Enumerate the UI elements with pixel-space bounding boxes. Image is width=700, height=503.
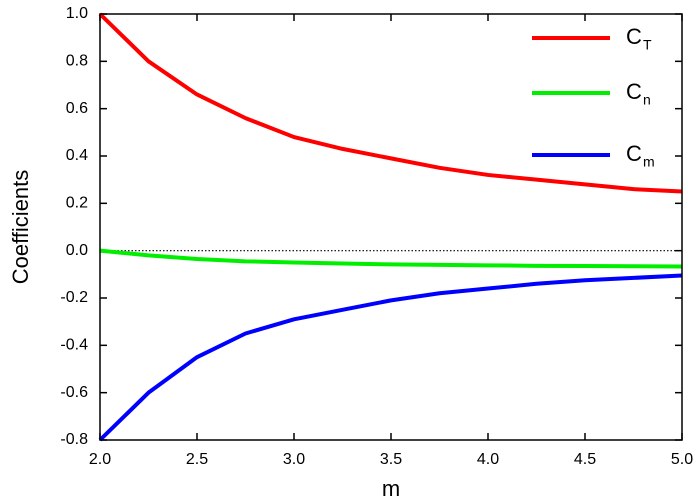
legend-label: C (626, 24, 642, 49)
x-tick-label: 2.5 (186, 451, 208, 468)
y-tick-label: -0.2 (60, 289, 88, 306)
y-tick-label: 0.0 (66, 242, 88, 259)
y-tick-label: 0.8 (66, 53, 88, 70)
x-tick-label: 3.0 (283, 451, 305, 468)
x-tick-label: 3.5 (380, 451, 402, 468)
y-tick-label: 0.2 (66, 195, 88, 212)
legend-label-subscript: m (643, 154, 655, 170)
series-line (99, 248, 683, 269)
legend-label-subscript: n (643, 92, 651, 108)
series-line (98, 273, 683, 442)
y-tick-label: 1.0 (66, 5, 88, 22)
x-axis-label: m (382, 476, 400, 501)
x-tick-label: 4.0 (477, 451, 499, 468)
y-tick-label: -0.4 (60, 337, 88, 354)
legend-label: C (626, 141, 642, 166)
y-axis-label: Coefficients (8, 170, 33, 285)
legend-label: C (626, 79, 642, 104)
x-tick-label: 4.5 (574, 451, 596, 468)
y-tick-label: -0.6 (60, 384, 88, 401)
legend-label-subscript: T (643, 37, 652, 53)
plot-frame (99, 13, 683, 441)
series-line (98, 12, 683, 194)
y-tick-label: 0.4 (66, 147, 88, 164)
x-tick-label: 2.0 (89, 451, 111, 468)
x-tick-label: 5.0 (671, 451, 693, 468)
y-tick-label: 0.6 (66, 100, 88, 117)
y-tick-label: -0.8 (60, 431, 88, 448)
